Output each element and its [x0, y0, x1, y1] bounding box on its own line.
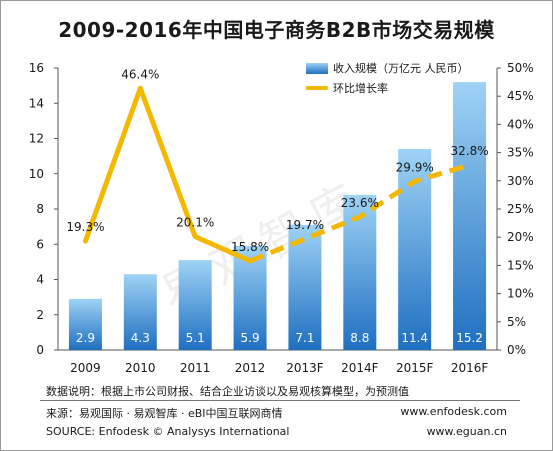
- growth-rate-label: 32.8%: [451, 144, 489, 158]
- y-left-tick-label: 6: [36, 237, 44, 251]
- y-right-tick-label: 40%: [507, 117, 534, 131]
- bar: [343, 194, 377, 350]
- source-cn: 来源：易观国际 · 易观智库 · eBI中国互联网商情: [46, 407, 283, 420]
- growth-rate-label: 46.4%: [121, 67, 159, 81]
- bar-value-label: 15.2: [456, 331, 483, 345]
- bar-value-label: 7.1: [295, 331, 314, 345]
- footer-divider: [40, 400, 520, 401]
- bar-value-label: 11.4: [401, 331, 428, 345]
- legend-line-swatch: [306, 86, 328, 90]
- y-left-tick-label: 10: [29, 167, 44, 181]
- y-right-tick-label: 10%: [507, 287, 534, 301]
- x-tick-label: 2012: [235, 361, 266, 375]
- site-link-enfodesk[interactable]: www.enfodesk.com: [400, 405, 507, 418]
- y-left-tick-label: 2: [36, 308, 44, 322]
- data-note: 数据说明：根据上市公司财报、结合企业访谈以及易观核算模型，为预测值: [46, 385, 409, 398]
- legend-bar-swatch: [306, 62, 328, 74]
- legend-item-bar: 收入规模（万亿元 人民币）: [306, 58, 469, 78]
- growth-line-actual: [82, 85, 253, 264]
- growth-rate-label: 23.6%: [341, 196, 379, 210]
- bar-value-label: 5.9: [241, 331, 260, 345]
- y-left-tick-label: 0: [36, 343, 44, 357]
- x-tick-label: 2009: [70, 361, 101, 375]
- legend-bar-label: 收入规模（万亿元 人民币）: [333, 62, 469, 75]
- y-left-tick-label: 12: [29, 132, 44, 146]
- y-right-tick-label: 15%: [507, 258, 534, 272]
- y-right-tick-label: 50%: [507, 61, 534, 75]
- bar-value-label: 5.1: [186, 331, 205, 345]
- x-tick-label: 2013F: [286, 361, 324, 375]
- x-tick-label: 2011: [180, 361, 211, 375]
- source-en: SOURCE: Enfodesk © Analysys Internationa…: [46, 425, 290, 438]
- bar: [453, 82, 487, 350]
- x-tick-label: 2016F: [451, 361, 489, 375]
- x-tick-label: 2014F: [341, 361, 379, 375]
- y-left-tick-label: 14: [29, 96, 44, 110]
- y-left-tick-label: 8: [36, 202, 44, 216]
- growth-rate-label: 15.8%: [231, 240, 269, 254]
- growth-rate-label: 20.1%: [176, 216, 214, 230]
- legend: 收入规模（万亿元 人民币） 环比增长率: [306, 58, 469, 98]
- bar: [178, 260, 212, 350]
- y-left-tick-label: 16: [29, 61, 44, 75]
- legend-line-label: 环比增长率: [333, 82, 388, 95]
- bar: [68, 298, 102, 350]
- x-tick-label: 2010: [125, 361, 156, 375]
- growth-rate-label: 19.7%: [286, 218, 324, 232]
- bar-value-label: 4.3: [131, 331, 150, 345]
- y-right-tick-label: 20%: [507, 230, 534, 244]
- y-right-tick-label: 45%: [507, 89, 534, 103]
- y-right-tick-label: 25%: [507, 202, 534, 216]
- y-right-tick-label: 30%: [507, 174, 534, 188]
- y-right-tick-label: 5%: [507, 315, 526, 329]
- site-link-eguan[interactable]: www.eguan.cn: [426, 425, 507, 438]
- bar: [123, 274, 157, 350]
- x-tick-label: 2015F: [396, 361, 434, 375]
- y-right-tick-label: 35%: [507, 146, 534, 160]
- chart-title: 2009-2016年中国电子商务B2B市场交易规模: [58, 18, 495, 42]
- bar-value-label: 2.9: [76, 331, 95, 345]
- growth-rate-label: 29.9%: [396, 160, 434, 174]
- legend-item-line: 环比增长率: [306, 78, 469, 98]
- growth-rate-label: 19.3%: [66, 220, 104, 234]
- y-right-tick-label: 0%: [507, 343, 526, 357]
- bar-value-label: 8.8: [350, 331, 369, 345]
- y-left-tick-label: 4: [36, 273, 44, 287]
- growth-line-forecast: [249, 162, 471, 264]
